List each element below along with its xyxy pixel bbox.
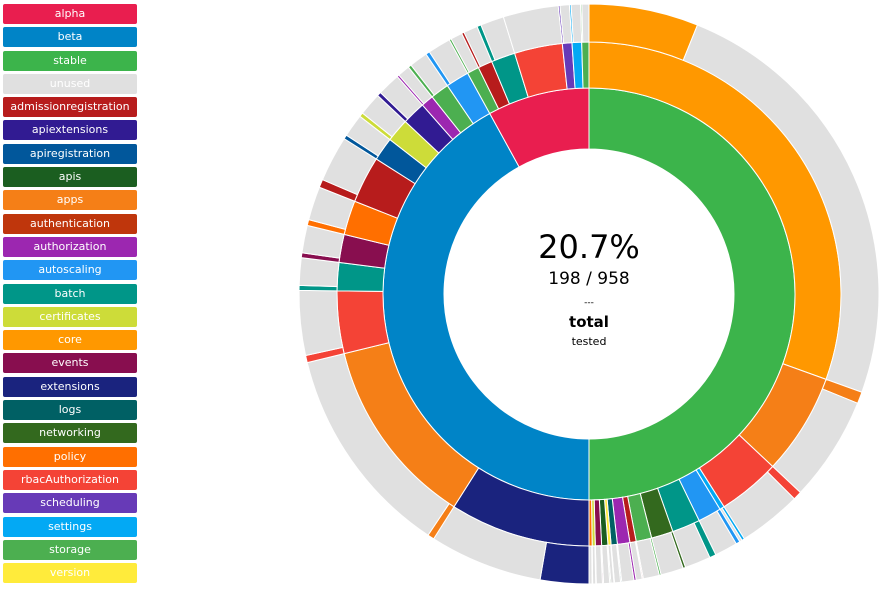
middle-ring-alpha-storage[interactable] <box>581 41 590 89</box>
legend-item-networking[interactable]: networking <box>3 423 137 444</box>
middle-ring-beta-rbacAuthorization[interactable] <box>336 290 390 355</box>
outer-ring-untested-alpha-settings[interactable] <box>570 3 583 44</box>
legend-item-events[interactable]: events <box>3 353 137 374</box>
legend-item-certificates[interactable]: certificates <box>3 306 137 327</box>
outer-ring-untested-alpha-storage[interactable] <box>581 3 590 43</box>
legend-item-version[interactable]: version <box>3 563 137 584</box>
outer-ring-untested-beta-rbacAuthorization[interactable] <box>298 289 344 357</box>
legend-item-admissionregistration[interactable]: admissionregistration <box>3 97 137 118</box>
legend-item-authorization[interactable]: authorization <box>3 236 137 257</box>
legend-item-settings[interactable]: settings <box>3 516 137 537</box>
center-hole <box>444 149 734 439</box>
legend-item-rbacAuthorization[interactable]: rbacAuthorization <box>3 469 137 490</box>
legend-item-apps[interactable]: apps <box>3 190 137 211</box>
legend-item-apiregistration[interactable]: apiregistration <box>3 143 137 164</box>
center-ratio: 198 / 958 <box>548 269 629 289</box>
center-separator: --- <box>584 298 594 308</box>
legend-item-batch[interactable]: batch <box>3 283 137 304</box>
legend-item-stable[interactable]: stable <box>3 50 137 71</box>
legend-item-core[interactable]: core <box>3 330 137 351</box>
legend: alpha beta stable unused admissionregistrati… <box>3 4 137 586</box>
legend-item-apis[interactable]: apis <box>3 167 137 188</box>
sunburst-arcs <box>298 3 880 585</box>
legend-item-apiextensions[interactable]: apiextensions <box>3 120 137 141</box>
center-label: total <box>569 313 609 331</box>
legend-item-policy[interactable]: policy <box>3 446 137 467</box>
legend-item-authentication[interactable]: authentication <box>3 213 137 234</box>
outer-ring-tested-beta-extensions[interactable] <box>539 541 590 585</box>
legend-item-logs[interactable]: logs <box>3 400 137 421</box>
legend-item-extensions[interactable]: extensions <box>3 376 137 397</box>
legend-item-alpha[interactable]: alpha <box>3 4 137 24</box>
legend-item-scheduling[interactable]: scheduling <box>3 493 137 514</box>
legend-item-storage[interactable]: storage <box>3 539 137 560</box>
legend-item-unused[interactable]: unused <box>3 73 137 94</box>
legend-item-beta[interactable]: beta <box>3 27 137 48</box>
center-percent: 20.7% <box>538 228 640 266</box>
center-sublabel: tested <box>572 335 607 348</box>
legend-item-autoscaling[interactable]: autoscaling <box>3 260 137 281</box>
